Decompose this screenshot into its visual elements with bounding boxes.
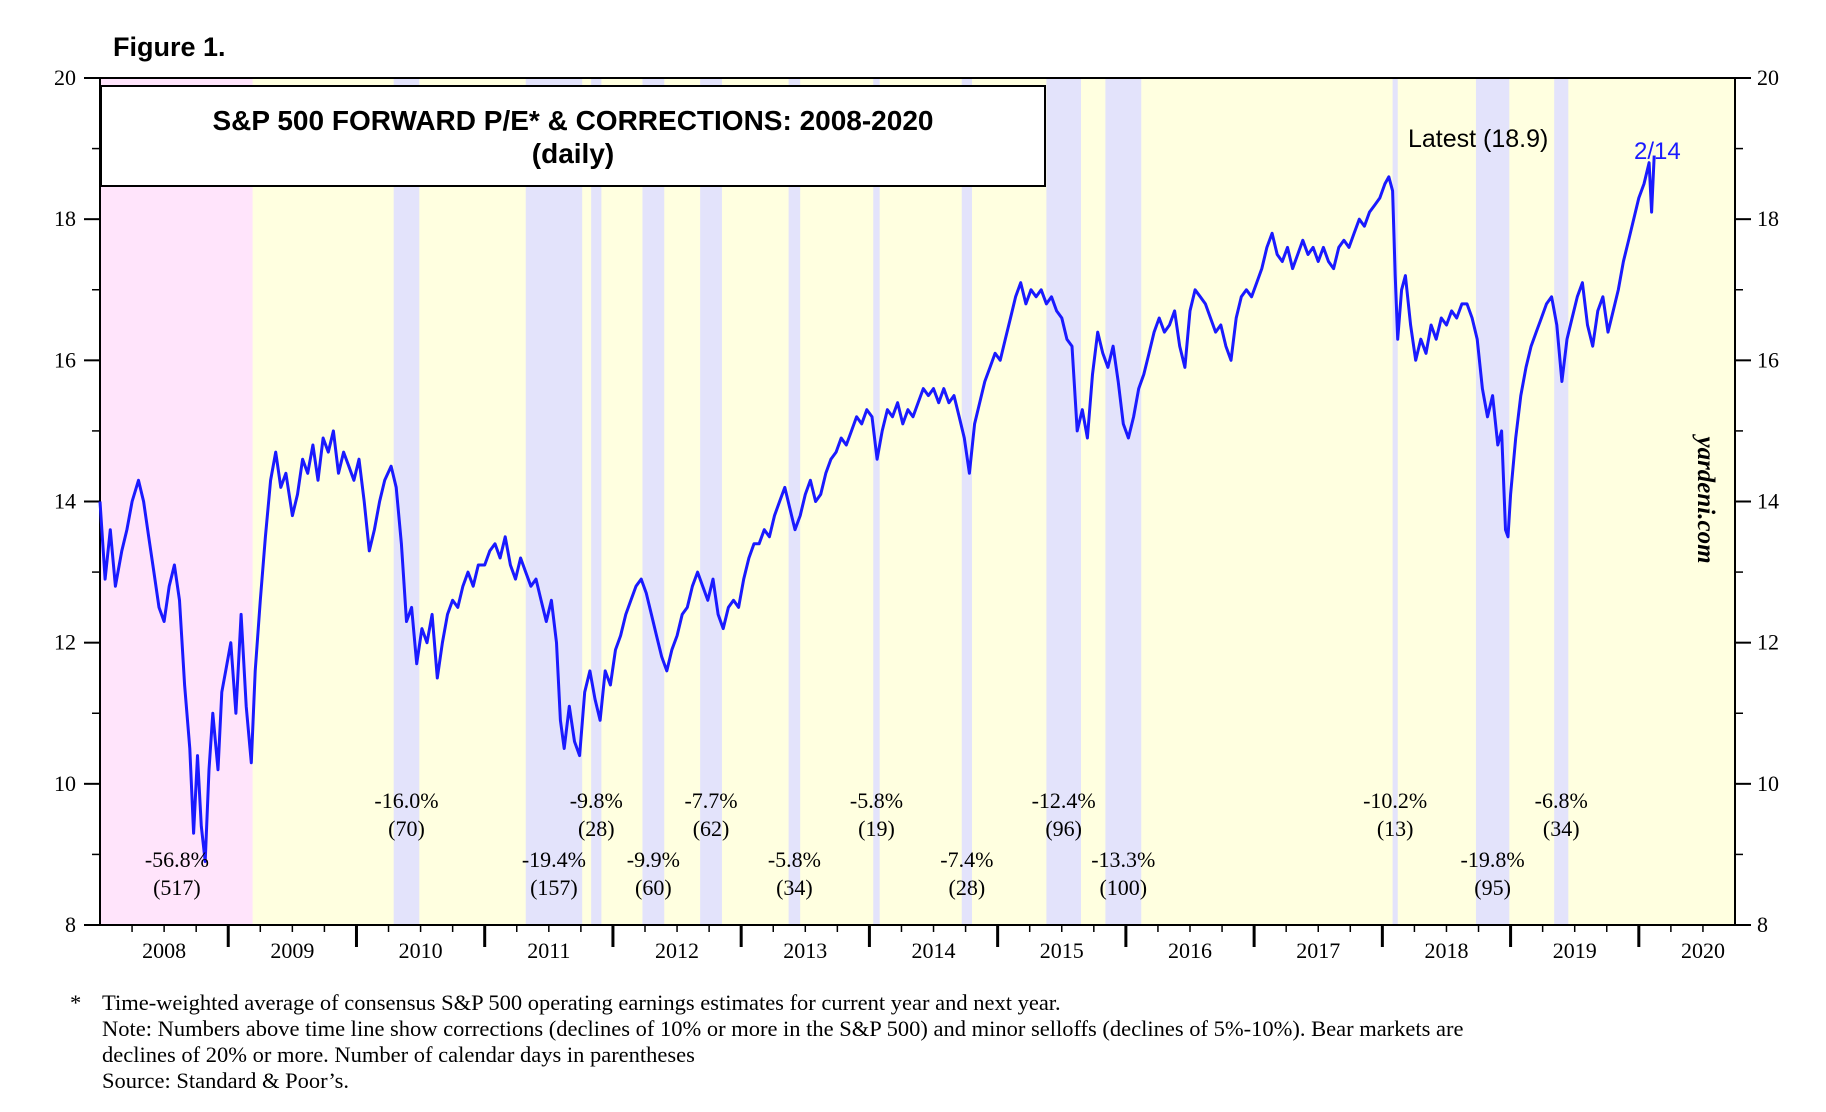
correction-pct-label: -12.4% <box>1032 788 1096 813</box>
correction-days-label: (62) <box>693 816 730 841</box>
correction-band <box>700 78 722 925</box>
x-tick-label: 2016 <box>1168 938 1212 963</box>
correction-band <box>788 78 801 925</box>
correction-days-label: (517) <box>153 875 201 900</box>
correction-days-label: (95) <box>1474 875 1511 900</box>
plot-area <box>100 78 1735 925</box>
correction-days-label: (28) <box>949 875 986 900</box>
correction-pct-label: -19.8% <box>1461 847 1525 872</box>
correction-band <box>1046 78 1081 925</box>
chart-subtitle: (daily) <box>532 138 614 169</box>
y-tick-label-left: 18 <box>54 206 76 231</box>
x-tick-label: 2014 <box>912 938 956 963</box>
correction-band <box>642 78 665 925</box>
correction-days-label: (34) <box>776 875 813 900</box>
correction-band <box>873 78 880 925</box>
correction-pct-label: -7.4% <box>940 847 993 872</box>
footnote-line-2: Note: Numbers above time line show corre… <box>102 1016 1464 1041</box>
x-tick-label: 2019 <box>1553 938 1597 963</box>
correction-pct-label: -5.8% <box>768 847 821 872</box>
y-tick-label-right: 12 <box>1757 630 1779 655</box>
chart-title: S&P 500 FORWARD P/E* & CORRECTIONS: 2008… <box>213 105 934 136</box>
watermark: yardeni.com <box>1692 433 1719 563</box>
correction-pct-label: -10.2% <box>1363 788 1427 813</box>
y-tick-label-left: 8 <box>65 912 76 937</box>
correction-pct-label: -19.4% <box>522 847 586 872</box>
y-tick-label-left: 10 <box>54 771 76 796</box>
correction-days-label: (96) <box>1045 816 1082 841</box>
correction-labels: -56.8% (517) -16.0% (70) -19.4% (157) -9.8% (28… <box>145 788 1588 900</box>
y-tick-label-right: 20 <box>1757 65 1779 90</box>
correction-days-label: (19) <box>858 816 895 841</box>
y-tick-label-right: 10 <box>1757 771 1779 796</box>
footnote-line-4: Source: Standard & Poor’s. <box>102 1068 350 1093</box>
figure-label: Figure 1. <box>113 32 226 62</box>
y-tick-label-left: 12 <box>54 630 76 655</box>
correction-band <box>961 78 972 925</box>
footnote-line-1: Time-weighted average of consensus S&P 5… <box>102 990 1061 1015</box>
correction-pct-label: -9.8% <box>570 788 623 813</box>
correction-pct-label: -6.8% <box>1535 788 1588 813</box>
correction-days-label: (60) <box>635 875 672 900</box>
correction-band <box>591 78 602 925</box>
x-tick-label: 2010 <box>399 938 443 963</box>
y-tick-label-left: 20 <box>54 65 76 90</box>
x-tick-label: 2015 <box>1040 938 1084 963</box>
pe-line <box>98 155 1656 863</box>
correction-shading <box>100 78 1569 925</box>
correction-band <box>1105 78 1142 925</box>
x-tick-label: 2017 <box>1296 938 1340 963</box>
x-tick-label: 2009 <box>270 938 314 963</box>
x-tick-label: 2008 <box>142 938 186 963</box>
y-tick-label-right: 8 <box>1757 912 1768 937</box>
y-tick-label-right: 16 <box>1757 347 1779 372</box>
correction-days-label: (157) <box>530 875 578 900</box>
correction-pct-label: -16.0% <box>374 788 438 813</box>
footnote-line-3: declines of 20% or more. Number of calen… <box>102 1042 695 1067</box>
correction-pct-label: -7.7% <box>684 788 737 813</box>
correction-days-label: (100) <box>1099 875 1147 900</box>
y-tick-label-left: 16 <box>54 347 76 372</box>
correction-band <box>1554 78 1569 925</box>
x-tick-label: 2020 <box>1681 938 1725 963</box>
chart-background <box>100 78 1735 925</box>
correction-pct-label: -9.9% <box>627 847 680 872</box>
y-tick-label-right: 18 <box>1757 206 1779 231</box>
pe-series <box>98 155 1656 863</box>
y-tick-label-left: 14 <box>54 489 76 514</box>
latest-date: 2/14 <box>1634 138 1681 165</box>
correction-days-label: (28) <box>578 816 615 841</box>
correction-days-label: (70) <box>388 816 425 841</box>
x-tick-label: 2013 <box>783 938 827 963</box>
title-box: S&P 500 FORWARD P/E* & CORRECTIONS: 2008… <box>100 85 1046 187</box>
correction-pct-label: -56.8% <box>145 847 209 872</box>
correction-pct-label: -13.3% <box>1091 847 1155 872</box>
y-tick-label-right: 14 <box>1757 489 1779 514</box>
correction-pct-label: -5.8% <box>850 788 903 813</box>
correction-band <box>1392 78 1398 925</box>
correction-days-label: (13) <box>1377 816 1414 841</box>
bear-market-band <box>100 78 253 925</box>
correction-days-label: (34) <box>1543 816 1580 841</box>
latest-label: Latest (18.9) <box>1408 125 1548 153</box>
x-tick-label: 2011 <box>527 938 570 963</box>
correction-band <box>525 78 583 925</box>
x-tick-label: 2018 <box>1424 938 1468 963</box>
x-tick-label: 2012 <box>655 938 699 963</box>
footnote-star: * <box>70 990 82 1015</box>
